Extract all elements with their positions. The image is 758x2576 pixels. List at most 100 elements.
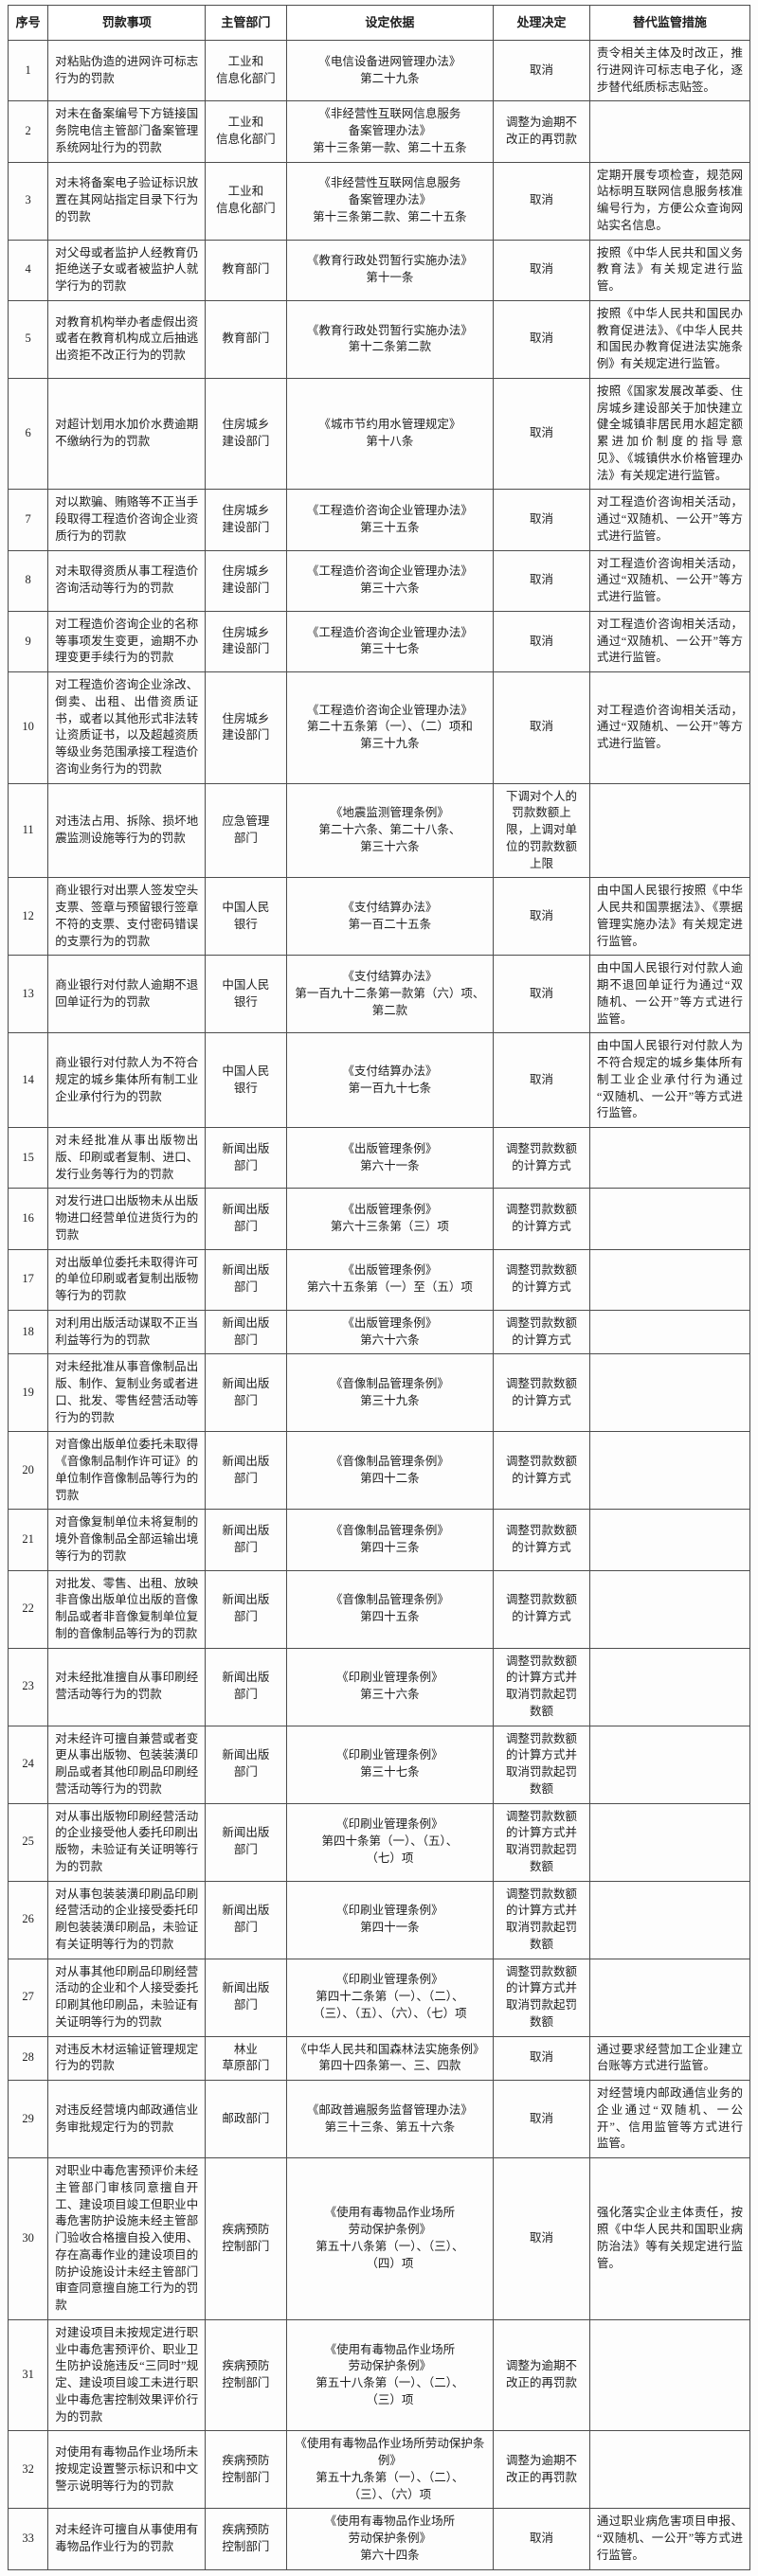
cell-no: 29	[7, 2080, 49, 2158]
cell-decision: 取消	[493, 377, 590, 491]
cell-item: 对未经批准从事音像制品出版、制作、复制业务或者进口、批发、零售经营活动等行为的罚…	[47, 1353, 207, 1433]
cell-decision: 调整罚款数额的计算方式	[493, 1248, 590, 1311]
cell-item: 商业银行对付款人为不符合规定的城乡集体所有制工业企业承付行为的罚款	[47, 1032, 207, 1128]
cell-item: 对未经许可擅自兼营或者变更从事出版物、包装装潢印刷品或者其他印刷品印刷经营活动等…	[47, 1725, 207, 1804]
cell-decision: 取消	[493, 239, 590, 301]
table-row: 1 对粘贴伪造的进网许可标志行为的罚款 工业和 信息化部门 《电信设备进网管理办法》 …	[7, 39, 751, 102]
cell-dept: 疾病预防 控制部门	[205, 2318, 287, 2432]
header-no: 序号	[7, 5, 49, 41]
cell-dept: 新闻出版 部门	[205, 1725, 287, 1804]
cell-no: 7	[7, 489, 49, 551]
cell-decision: 取消	[493, 1032, 590, 1128]
cell-item: 对违反木材运输证管理规定行为的罚款	[47, 2035, 207, 2081]
cell-dept: 新闻出版 部门	[205, 1309, 287, 1355]
cell-dept: 新闻出版 部门	[205, 1802, 287, 1882]
cell-no: 17	[7, 1248, 49, 1311]
cell-decision: 取消	[493, 2157, 590, 2320]
cell-basis: 《工程造价咨询企业管理办法》 第二十五条第（一）、（二）项和 第三十九条	[285, 671, 495, 784]
cell-dept: 疾病预防 控制部门	[205, 2508, 287, 2570]
cell-item: 对从事其他印刷品印刷经营活动的企业和个人接受委托印刷其他印刷品，未验证有关证明等…	[47, 1958, 207, 2037]
cell-decision: 调整罚款数额的计算方式并取消罚款起罚数额	[493, 1647, 590, 1726]
cell-decision: 调整罚款数额的计算方式并取消罚款起罚数额	[493, 1958, 590, 2037]
cell-decision: 取消	[493, 955, 590, 1034]
cell-measure	[588, 1958, 751, 2037]
table-header: 序号 罚款事项 主管部门 设定依据 处理决定 替代监管措施	[7, 5, 751, 41]
cell-measure: 定期开展专项检查，规范网站标明互联网信息服务核准编号行为，方便公众查询网站实名信…	[588, 161, 751, 241]
cell-measure	[588, 1126, 751, 1190]
table-row: 12 商业银行对出票人签发空头支票、签章与预留银行签章不符的支票、支付密码错误的支…	[7, 877, 751, 957]
cell-measure: 对经营境内邮政通信业务的企业通过“双随机、一公开”、信用监管等方式进行监管。	[588, 2080, 751, 2158]
cell-basis: 《出版管理条例》 第六十五条第（一）至（五）项	[285, 1248, 495, 1311]
cell-decision: 调整罚款数额的计算方式	[493, 1309, 590, 1355]
cell-measure	[588, 782, 751, 879]
cell-no: 23	[7, 1647, 49, 1726]
cell-decision: 调整为逾期不改正的再罚款	[493, 2318, 590, 2432]
cell-dept: 中国人民 银行	[205, 1032, 287, 1128]
cell-dept: 中国人民 银行	[205, 955, 287, 1034]
cell-measure: 对工程造价咨询相关活动，通过“双随机、一公开”等方式进行监管。	[588, 610, 751, 673]
cell-no: 24	[7, 1725, 49, 1804]
cell-item: 对从事包装装潢印刷品印刷经营活动的企业接受委托印刷包装装潢印刷品，未验证有关证明…	[47, 1880, 207, 1959]
cell-measure: 通过职业病危害项目申报、“双随机、一公开”等方式进行监管。	[588, 2508, 751, 2570]
cell-no: 11	[7, 782, 49, 879]
cell-basis: 《音像制品管理条例》 第四十五条	[285, 1569, 495, 1649]
cell-measure	[588, 1309, 751, 1355]
cell-no: 6	[7, 377, 49, 491]
cell-decision: 取消	[493, 671, 590, 784]
cell-dept: 住房城乡 建设部门	[205, 671, 287, 784]
cell-decision: 调整罚款数额的计算方式	[493, 1188, 590, 1250]
cell-measure: 对工程造价咨询相关活动，通过“双随机、一公开”等方式进行监管。	[588, 671, 751, 784]
cell-dept: 新闻出版 部门	[205, 1509, 287, 1571]
cell-no: 12	[7, 877, 49, 957]
cell-measure	[588, 1725, 751, 1804]
cell-decision: 取消	[493, 299, 590, 379]
cell-dept: 中国人民 银行	[205, 877, 287, 957]
cell-basis: 《音像制品管理条例》 第四十三条	[285, 1509, 495, 1571]
cell-measure: 由中国人民银行按照《中华人民共和国票据法》、《票据管理实施办法》有关规定进行监管…	[588, 877, 751, 957]
cell-measure	[588, 2318, 751, 2432]
cell-item: 对违法占用、拆除、损坏地震监测设施等行为的罚款	[47, 782, 207, 879]
cell-dept: 新闻出版 部门	[205, 1958, 287, 2037]
cell-measure: 由中国人民银行对付款人逾期不退回单证行为通过“双随机、一公开”等方式进行监管。	[588, 955, 751, 1034]
cell-measure	[588, 1188, 751, 1250]
table-row: 31 对建设项目未按规定进行职业中毒危害预评价、职业卫生防护设施违反“三同时”规定…	[7, 2318, 751, 2432]
fine-items-table: 序号 罚款事项 主管部门 设定依据 处理决定 替代监管措施 1 对粘贴伪造的进网许…	[7, 5, 751, 2570]
cell-dept: 新闻出版 部门	[205, 1126, 287, 1190]
table-row: 24 对未经许可擅自兼营或者变更从事出版物、包装装潢印刷品或者其他印刷品印刷经营活…	[7, 1725, 751, 1804]
cell-decision: 调整为逾期不改正的再罚款	[493, 100, 590, 163]
cell-basis: 《印刷业管理条例》 第四十条第（一）、（五）、 （七）项	[285, 1802, 495, 1882]
cell-basis: 《中华人民共和国森林法实施条例》 第四十四条第一、三、四款	[285, 2035, 495, 2081]
cell-no: 31	[7, 2318, 49, 2432]
cell-basis: 《使用有毒物品作业场所 劳动保护条例》 第六十四条	[285, 2508, 495, 2570]
cell-basis: 《教育行政处罚暂行实施办法》 第十一条	[285, 239, 495, 301]
table-row: 8 对未取得资质从事工程造价咨询活动等行为的罚款 住房城乡 建设部门 《工程造价咨询企…	[7, 549, 751, 612]
table-row: 5 对教育机构举办者虚假出资或者在教育机构成立后抽逃出资拒不改正行为的罚款 教育部门…	[7, 299, 751, 379]
cell-decision: 取消	[493, 610, 590, 673]
table-row: 28 对违反木材运输证管理规定行为的罚款 林业 草原部门 《中华人民共和国森林法实施条…	[7, 2035, 751, 2081]
cell-no: 26	[7, 1880, 49, 1959]
table-row: 6 对超计划用水加价水费逾期不缴纳行为的罚款 住房城乡 建设部门 《城市节约用水管理规…	[7, 377, 751, 491]
cell-dept: 新闻出版 部门	[205, 1188, 287, 1250]
cell-basis: 《印刷业管理条例》 第四十一条	[285, 1880, 495, 1959]
cell-measure: 责令相关主体及时改正，推行进网许可标志电子化，逐步替代纸质标志贴签。	[588, 39, 751, 102]
table-row: 3 对未将备案电子验证标识放置在其网站指定目录下行为的罚款 工业和 信息化部门 《非经…	[7, 161, 751, 241]
cell-dept: 新闻出版 部门	[205, 1880, 287, 1959]
cell-decision: 调整罚款数额的计算方式	[493, 1126, 590, 1190]
cell-measure: 强化落实企业主体责任，按照《中华人民共和国职业病防治法》等有关规定进行监管。	[588, 2157, 751, 2320]
cell-basis: 《支付结算办法》 第一百九十七条	[285, 1032, 495, 1128]
table-row: 23 对未经批准擅自从事印刷经营活动等行为的罚款 新闻出版 部门 《印刷业管理条例》 …	[7, 1647, 751, 1726]
cell-no: 8	[7, 549, 49, 612]
table-row: 11 对违法占用、拆除、损坏地震监测设施等行为的罚款 应急管理 部门 《地震监测管理条…	[7, 782, 751, 879]
cell-basis: 《工程造价咨询企业管理办法》 第三十五条	[285, 489, 495, 551]
cell-item: 对超计划用水加价水费逾期不缴纳行为的罚款	[47, 377, 207, 491]
cell-measure: 由中国人民银行对付款人为不符合规定的城乡集体所有制工业企业承付行为通过“双随机、…	[588, 1032, 751, 1128]
cell-basis: 《使用有毒物品作业场所劳动保护条例》 第五十九条第（一）、（二）、 （三）、（六…	[285, 2430, 495, 2510]
table-row: 17 对出版单位委托未取得许可的单位印刷或者复制出版物等行为的罚款 新闻出版 部门《…	[7, 1248, 751, 1311]
cell-item: 对违反经营境内邮政通信业务审批规定行为的罚款	[47, 2080, 207, 2158]
cell-measure	[588, 1647, 751, 1726]
cell-dept: 新闻出版 部门	[205, 1647, 287, 1726]
cell-decision: 取消	[493, 161, 590, 241]
cell-basis: 《工程造价咨询企业管理办法》 第三十六条	[285, 549, 495, 612]
cell-no: 9	[7, 610, 49, 673]
